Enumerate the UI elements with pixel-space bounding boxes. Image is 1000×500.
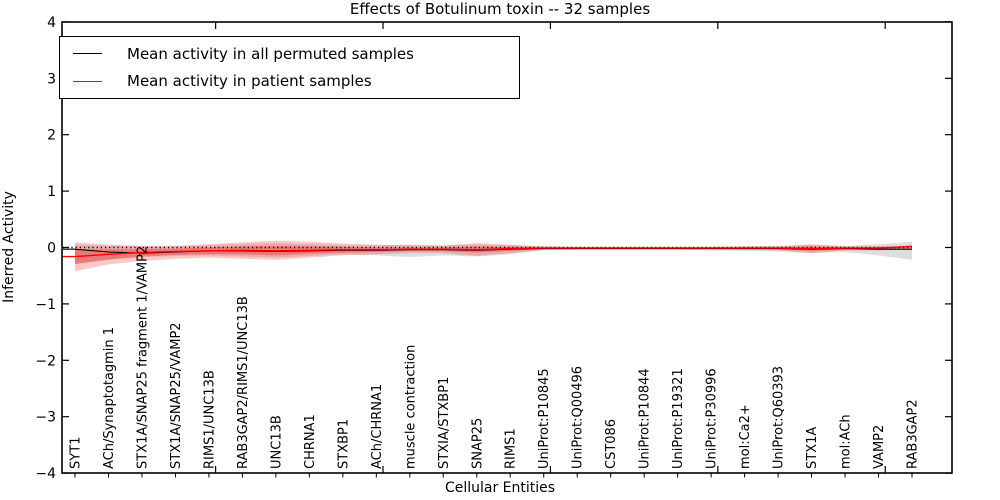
y-tick-label: −3 xyxy=(35,410,56,426)
x-category-label: CHRNA1 xyxy=(303,414,318,469)
x-category-label: UniProt:P10845 xyxy=(537,368,552,469)
x-category-label: SNAP25 xyxy=(470,418,485,469)
y-tick-label: 1 xyxy=(47,184,56,200)
legend-item-patient: Mean activity in patient samples xyxy=(60,68,519,94)
x-category-label: UniProt:P10844 xyxy=(638,368,653,469)
x-category-label: RIMS1/UNC13B xyxy=(202,370,217,469)
x-category-label: UNC13B xyxy=(269,415,284,469)
x-category-label: ACh/Synaptotagmin 1 xyxy=(102,327,117,469)
x-category-label: STX1A/SNAP25 fragment 1/VAMP2 xyxy=(135,246,150,469)
x-category-label: STXBP1 xyxy=(336,419,351,469)
x-category-label: UniProt:Q60393 xyxy=(772,366,787,469)
y-tick-label: −4 xyxy=(35,466,56,482)
legend-line-sample-patient xyxy=(73,80,102,82)
x-category-label: UniProt:Q00496 xyxy=(571,366,586,469)
legend-item-permuted: Mean activity in all permuted samples xyxy=(60,41,519,67)
x-axis-title: Cellular Entities xyxy=(444,480,556,496)
y-tick-label: −2 xyxy=(35,353,56,369)
chart-title: Effects of Botulinum toxin -- 32 samples xyxy=(349,0,651,18)
x-category-label: mol:ACh xyxy=(839,414,854,469)
y-tick-label: −1 xyxy=(35,297,56,313)
x-category-label: RIMS1 xyxy=(504,428,519,469)
y-tick-label: 2 xyxy=(47,128,56,144)
x-category-label: STX1A xyxy=(805,427,820,469)
x-category-label: STXIA/STXBP1 xyxy=(437,377,452,469)
legend-line-sample-permuted xyxy=(73,53,102,55)
y-tick-label: 0 xyxy=(47,241,56,257)
y-tick-label: 3 xyxy=(47,71,56,87)
y-axis-title: Inferred Activity xyxy=(1,191,17,303)
x-category-label: RAB3GAP2/RIMS1/UNC13B xyxy=(236,296,251,469)
x-category-label: STX1A/SNAP25/VAMP2 xyxy=(169,322,184,469)
legend-label-patient: Mean activity in patient samples xyxy=(127,72,372,91)
x-category-label: CST086 xyxy=(604,419,619,469)
x-category-label: RAB3GAP2 xyxy=(906,399,921,469)
x-category-label: ACh/CHRNA1 xyxy=(370,384,385,469)
x-category-label: muscle contraction xyxy=(403,345,418,469)
confidence-band-patient-range-outer xyxy=(75,240,912,272)
x-category-label: VAMP2 xyxy=(872,425,887,469)
legend-label-permuted: Mean activity in all permuted samples xyxy=(127,44,414,63)
y-tick-label: 4 xyxy=(47,15,56,31)
legend: Mean activity in all permuted samples Me… xyxy=(59,36,520,99)
x-category-label: mol:Ca2+ xyxy=(738,404,753,469)
x-category-label: UniProt:P19321 xyxy=(671,368,686,469)
x-category-label: UniProt:P30996 xyxy=(705,368,720,469)
x-category-label: SYT1 xyxy=(69,437,84,469)
mean-line-patient xyxy=(63,245,913,258)
